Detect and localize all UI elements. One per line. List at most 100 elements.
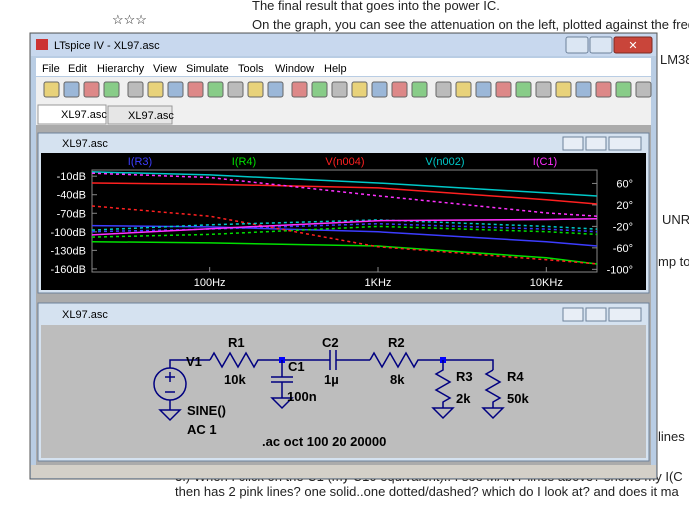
y2-tick-label: -60° <box>613 243 633 255</box>
window-title: LTspice IV - XL97.asc <box>54 40 160 52</box>
toolbar-button[interactable] <box>411 81 428 98</box>
component-value: 50k <box>507 391 529 406</box>
toolbar-button[interactable] <box>187 81 204 98</box>
page-text[interactable]: UNREA <box>662 212 689 227</box>
phase-trace <box>91 222 598 233</box>
menu-item[interactable]: Tools <box>238 63 264 75</box>
toolbar-button[interactable] <box>435 81 452 98</box>
stars[interactable]: ☆☆☆ <box>112 12 147 27</box>
source-spec: AC 1 <box>187 422 217 437</box>
component-label: R4 <box>507 369 524 384</box>
component-value: 8k <box>390 372 405 387</box>
title-bar <box>31 34 656 56</box>
toolbar-button[interactable] <box>311 81 328 98</box>
trace-name[interactable]: I(R3) <box>128 156 152 168</box>
resistor-r2[interactable] <box>369 351 494 370</box>
tab-bar <box>36 103 651 125</box>
menu-item[interactable]: Edit <box>68 63 87 75</box>
toolbar-button[interactable] <box>63 81 80 98</box>
toolbar-icons <box>43 81 652 98</box>
close-button[interactable] <box>608 307 642 322</box>
toolbar-button[interactable] <box>247 81 264 98</box>
toolbar-button[interactable] <box>555 81 572 98</box>
page-text: lines <box>658 429 685 444</box>
trace-name[interactable]: V(n002) <box>425 156 464 168</box>
schematic-title: XL97.asc <box>62 309 108 321</box>
menu-group: File Edit Hierarchy View Simulate Tools Window… <box>42 63 347 75</box>
plot-frame <box>91 169 598 273</box>
y-tick-label: -100dB <box>51 227 86 239</box>
minimize-button[interactable] <box>562 136 584 151</box>
toolbar-button[interactable] <box>291 81 308 98</box>
toolbar-button[interactable] <box>615 81 632 98</box>
resistor-r4[interactable] <box>481 369 505 420</box>
menu-item[interactable]: File <box>42 63 60 75</box>
phase-trace <box>91 219 598 231</box>
toolbar-button[interactable] <box>595 81 612 98</box>
toolbar-button[interactable] <box>127 81 144 98</box>
magnitude-trace <box>91 240 598 265</box>
toolbar-button[interactable] <box>455 81 472 98</box>
y2-tick-label: 20° <box>616 200 633 212</box>
toolbar-button[interactable] <box>495 81 512 98</box>
toolbar-button[interactable] <box>331 81 348 98</box>
menu-item[interactable]: Window <box>275 63 314 75</box>
toolbar-button[interactable] <box>391 81 408 98</box>
menu-item[interactable]: Hierarchy <box>97 63 145 75</box>
tab-label[interactable]: XL97.asc <box>128 110 174 122</box>
tab[interactable] <box>37 104 107 125</box>
trace-name[interactable]: I(R4) <box>232 156 256 168</box>
schematic-canvas[interactable] <box>41 325 646 458</box>
spice-directive[interactable]: .ac oct 100 20 20000 <box>262 434 386 449</box>
tab[interactable] <box>107 105 173 125</box>
maximize-button[interactable] <box>585 136 607 151</box>
maximize-button[interactable] <box>585 307 607 322</box>
tab-label[interactable]: XL97.asc <box>61 109 107 121</box>
toolbar-button[interactable] <box>103 81 120 98</box>
toolbar-button[interactable] <box>167 81 184 98</box>
close-icon: ✕ <box>628 40 637 52</box>
component-label: V1 <box>186 354 202 369</box>
page-text: then has 2 pink lines? one solid..one do… <box>175 484 680 499</box>
wire <box>169 359 210 368</box>
toolbar-button[interactable] <box>351 81 368 98</box>
toolbar-button[interactable] <box>575 81 592 98</box>
component-label: R1 <box>228 335 245 350</box>
menu-item[interactable]: Simulate <box>186 63 229 75</box>
close-button[interactable] <box>613 36 653 54</box>
source-spec: SINE() <box>187 403 226 418</box>
component-value: 1µ <box>324 372 339 387</box>
menu-item[interactable]: View <box>153 63 177 75</box>
minimize-button[interactable] <box>565 36 589 54</box>
toolbar-button[interactable] <box>371 81 388 98</box>
y-tick-label: -70dB <box>57 208 86 220</box>
y2-tick-label: -100° <box>607 264 633 276</box>
component-value: 100n <box>287 389 317 404</box>
trace-name[interactable]: I(C1) <box>533 156 557 168</box>
capacitor-c1[interactable] <box>270 360 294 410</box>
source-polarity <box>165 372 175 393</box>
menu-item[interactable]: Help <box>324 63 347 75</box>
page-text: LM38 <box>660 52 689 67</box>
toolbar-button[interactable] <box>43 81 60 98</box>
toolbar-button[interactable] <box>207 81 224 98</box>
toolbar-button[interactable] <box>475 81 492 98</box>
close-button[interactable] <box>608 136 642 151</box>
maximize-button[interactable] <box>589 36 613 54</box>
status-bar <box>31 465 656 478</box>
toolbar-button[interactable] <box>515 81 532 98</box>
toolbar-button[interactable] <box>535 81 552 98</box>
resistor-r1[interactable] <box>209 351 330 369</box>
toolbar-button[interactable] <box>267 81 284 98</box>
capacitor-c2[interactable] <box>329 350 370 370</box>
toolbar-button[interactable] <box>147 81 164 98</box>
toolbar-button[interactable] <box>227 81 244 98</box>
toolbar-button[interactable] <box>83 81 100 98</box>
resistor-r3[interactable] <box>431 360 455 420</box>
component-value: 10k <box>224 372 246 387</box>
trace-name[interactable]: V(n004) <box>325 156 364 168</box>
minimize-button[interactable] <box>562 307 584 322</box>
page-text: mp to <box>658 254 689 269</box>
toolbar-button[interactable] <box>635 81 652 98</box>
